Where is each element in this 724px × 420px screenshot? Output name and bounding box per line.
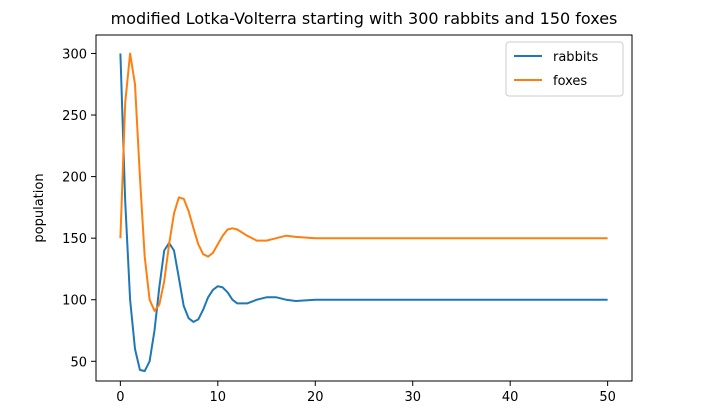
series-line-foxes <box>119 52 608 312</box>
x-tick-label: 0 <box>116 390 124 405</box>
x-tick-label: 40 <box>502 390 519 405</box>
legend-label-foxes: foxes <box>553 74 587 89</box>
legend: rabbits foxes <box>505 41 624 97</box>
y-tick-label: 250 <box>62 109 87 124</box>
legend-label-rabbits: rabbits <box>553 50 599 65</box>
y-tick-label: 200 <box>62 171 87 186</box>
series-line-rabbits <box>119 53 608 373</box>
y-tick-label: 100 <box>62 294 87 309</box>
x-tick-label: 10 <box>210 390 227 405</box>
y-tick-label: 150 <box>62 232 87 247</box>
x-tick-label: 20 <box>307 390 324 405</box>
y-tick-label: 50 <box>70 355 87 370</box>
x-axis: 0 10 20 30 40 50 <box>116 381 616 405</box>
y-tick-label: 300 <box>62 47 87 62</box>
y-axis-label: population <box>32 173 47 242</box>
x-tick-label: 30 <box>404 390 421 405</box>
y-axis: 50 100 150 200 250 300 <box>62 47 96 370</box>
x-tick-label: 50 <box>599 390 616 405</box>
plot-area-frame <box>95 34 633 382</box>
chart-title: modified Lotka-Volterra starting with 30… <box>111 9 618 28</box>
series-lines <box>119 52 608 373</box>
